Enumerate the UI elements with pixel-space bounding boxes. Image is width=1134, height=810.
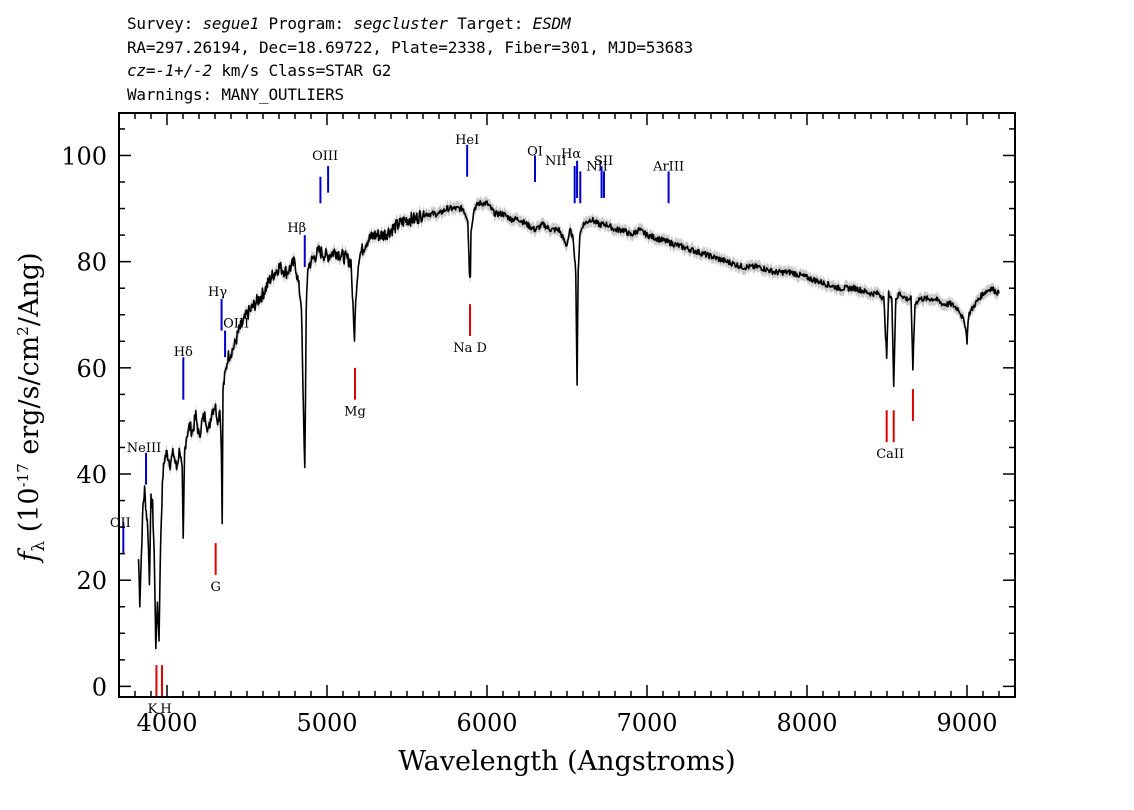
- x-tick-label: 7000: [616, 709, 677, 737]
- emission-line-label: OIII: [312, 149, 338, 164]
- y-tick-label: 40: [76, 461, 107, 489]
- axis-tick-labels: 4000 5000 6000 7000 8000 9000 0 20 40 60 80 100: [61, 142, 997, 737]
- axis-ticks: [118, 113, 1016, 697]
- x-axis-title: Wavelength (Angstroms): [398, 746, 735, 777]
- header-coordinates-line: RA=297.26194, Dec=18.69722, Plate=2338, …: [127, 37, 693, 57]
- header-survey-line: Survey: segue1 Program: segcluster Targe…: [127, 12, 1027, 36]
- emission-line-label: NII: [545, 154, 567, 169]
- y-tick-label: 0: [92, 673, 107, 701]
- emission-line-label: Hβ: [287, 221, 306, 236]
- x-tick-label: 4000: [136, 709, 197, 737]
- y-tick-label: 20: [76, 567, 107, 595]
- plot-frame: [118, 112, 1016, 698]
- x-tick-label: 8000: [776, 709, 837, 737]
- absorption-line-label: CaII: [876, 447, 904, 462]
- emission-line-label: SII: [594, 154, 613, 169]
- y-tick-label: 60: [76, 355, 107, 383]
- emission-line-label: Hγ: [208, 285, 227, 300]
- target-label: Target:: [457, 14, 524, 33]
- emission-line-label: Hδ: [174, 345, 193, 360]
- program-value: segcluster: [353, 14, 448, 33]
- y-tick-label: 80: [76, 249, 107, 277]
- absorption-line-label: Mg: [344, 405, 366, 420]
- emission-line-label: OII: [110, 516, 131, 531]
- emission-line-label: ArIII: [652, 159, 684, 174]
- class-text: km/s Class=STAR G2: [211, 61, 392, 80]
- absorption-line-label: G: [210, 580, 220, 595]
- emission-line-label: OI: [527, 144, 543, 159]
- x-tick-label: 9000: [936, 709, 997, 737]
- program-label: Program:: [268, 14, 345, 33]
- survey-label: Survey:: [127, 14, 194, 33]
- survey-value: segue1: [202, 14, 260, 33]
- absorption-line-label: H: [160, 702, 171, 717]
- cz-value: -1+/-2: [155, 61, 212, 80]
- flux-series-layer: [137, 200, 1000, 650]
- x-tick-label: 6000: [456, 709, 517, 737]
- cz-label: cz=: [127, 61, 156, 80]
- absorption-line-label: K: [148, 702, 158, 717]
- flux-error-band: [138, 195, 999, 655]
- x-tick-label: 5000: [296, 709, 357, 737]
- y-axis-title: fλ (10-17 erg/s/cm2/Ang): [14, 252, 49, 563]
- emission-line-label: Hα: [561, 147, 581, 162]
- flux-line: [137, 200, 1000, 650]
- absorption-line-label: Na D: [453, 341, 487, 356]
- header-warnings-line: Warnings: MANY_OUTLIERS: [127, 84, 344, 104]
- y-tick-label: 100: [61, 142, 107, 170]
- flux-error-area: [138, 195, 999, 655]
- emission-line-label: OIII: [223, 317, 249, 332]
- spectrum-header: Survey: segue1 Program: segcluster Targe…: [127, 12, 1027, 106]
- header-redshift-line: cz=-1+/-2 km/s Class=STAR G2: [127, 59, 1027, 83]
- emission-line-label: NeIII: [127, 441, 161, 456]
- emission-line-label: HeI: [455, 133, 479, 148]
- target-value: ESDM: [532, 14, 571, 33]
